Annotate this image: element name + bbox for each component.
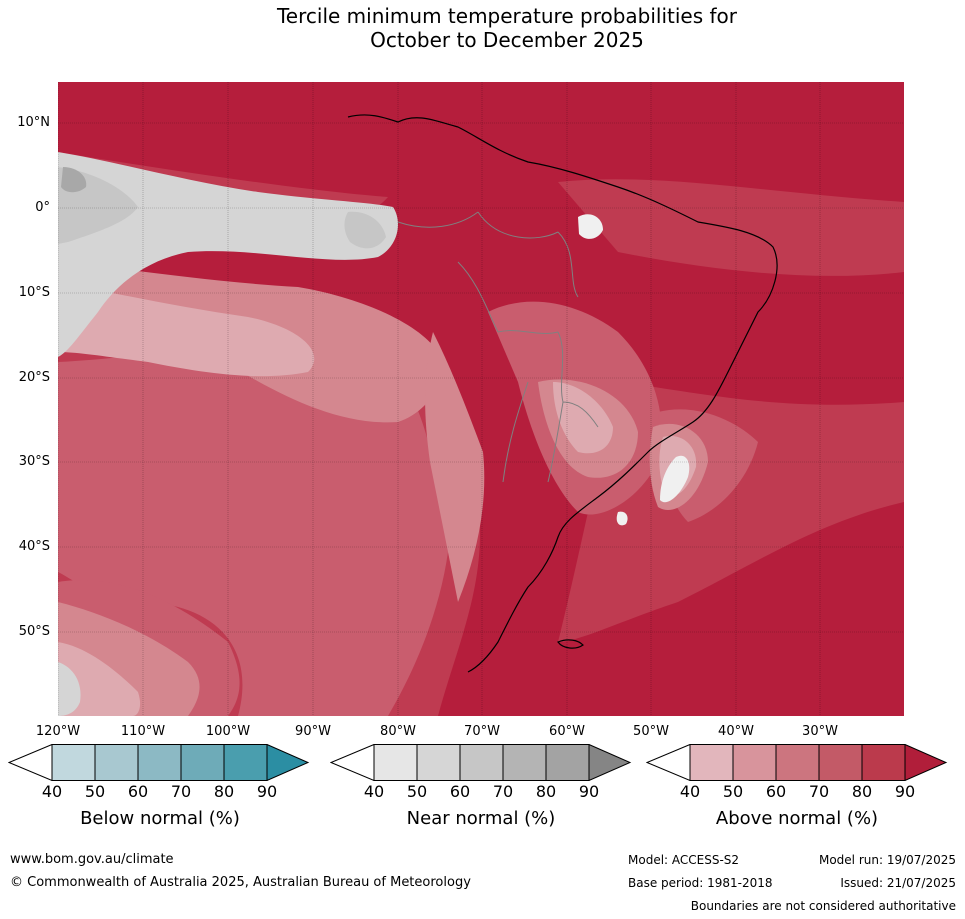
- near-cap-high: [588, 744, 632, 781]
- above-tick-60: 60: [765, 782, 787, 801]
- above-bin-70-80: [818, 744, 863, 781]
- title-line-1: Tercile minimum temperature probabilitie…: [276, 4, 738, 28]
- zone-near-normal-pacific: [58, 152, 398, 357]
- below-bin-60-70: [137, 744, 182, 781]
- above-bin-40-50: [689, 744, 734, 781]
- lat-label-10n: 10°N: [17, 115, 50, 130]
- zone-above-70-south-pacific: [58, 347, 448, 716]
- below-tick-80: 80: [213, 782, 235, 801]
- lon-label-90w: 90°W: [295, 724, 331, 739]
- title-line-2: October to December 2025: [370, 28, 644, 52]
- zone-above-60-andes: [425, 332, 485, 602]
- lon-label-110w: 110°W: [120, 724, 166, 739]
- near-bin-50-60: [416, 744, 461, 781]
- probability-map: [58, 82, 904, 716]
- lon-label-40w: 40°W: [718, 724, 754, 739]
- above-tick-80: 80: [851, 782, 873, 801]
- colorbar-above-normal: [646, 744, 948, 781]
- lon-label-60w: 60°W: [549, 724, 585, 739]
- below-cap-high: [266, 744, 310, 781]
- near-tick-50: 50: [406, 782, 428, 801]
- above-cap-high: [904, 744, 948, 781]
- south-america-coastline: [347, 114, 778, 673]
- below-tick-90: 90: [256, 782, 278, 801]
- above-tick-40: 40: [679, 782, 701, 801]
- map-title: Tercile minimum temperature probabilitie…: [0, 4, 965, 52]
- below-tick-50: 50: [84, 782, 106, 801]
- lon-label-30w: 30°W: [802, 724, 838, 739]
- lat-label-50s: 50°S: [18, 624, 50, 639]
- model-run: Model run: 19/07/2025: [818, 853, 956, 867]
- near-bin-40-50: [373, 744, 418, 781]
- lat-label-30s: 30°S: [18, 454, 50, 469]
- lon-label-70w: 70°W: [464, 724, 500, 739]
- near-tick-90: 90: [578, 782, 600, 801]
- below-tick-60: 60: [127, 782, 149, 801]
- zone-above-80-equatorial-atlantic: [558, 179, 904, 276]
- below-cap-low: [8, 744, 53, 781]
- country-borders: [397, 211, 599, 483]
- falkland-islands: [557, 639, 584, 649]
- near-bin-80-90: [545, 744, 590, 781]
- above-normal-title: Above normal (%): [715, 808, 879, 829]
- colorbar-below-normal: [8, 744, 310, 781]
- above-tick-50: 50: [722, 782, 744, 801]
- lon-label-120w: 120°W: [35, 724, 81, 739]
- lon-label-50w: 50°W: [633, 724, 669, 739]
- below-tick-70: 70: [170, 782, 192, 801]
- colorbar-near-normal: [330, 744, 632, 781]
- near-tick-40: 40: [363, 782, 385, 801]
- near-tick-60: 60: [449, 782, 471, 801]
- lat-label-20s: 20°S: [18, 370, 50, 385]
- near-bin-60-70: [459, 744, 504, 781]
- zone-above-50-pacific: [58, 282, 315, 377]
- lat-label-40s: 40°S: [18, 539, 50, 554]
- lat-label-10s: 10°S: [18, 285, 50, 300]
- zone-white-uruguay: [616, 511, 628, 526]
- near-tick-70: 70: [492, 782, 514, 801]
- zone-near-70-patch: [61, 167, 87, 193]
- graticule: [58, 82, 904, 716]
- above-cap-low: [646, 744, 691, 781]
- above-bin-60-70: [775, 744, 820, 781]
- below-normal-title: Below normal (%): [80, 808, 240, 829]
- lat-label-0: 0°: [35, 200, 50, 215]
- model-name: Model: ACCESS-S2: [628, 853, 740, 867]
- below-bin-50-60: [94, 744, 139, 781]
- above-tick-70: 70: [808, 782, 830, 801]
- zone-white-brazil-coast: [660, 455, 690, 503]
- near-normal-title: Near normal (%): [406, 808, 556, 829]
- lon-label-100w: 100°W: [205, 724, 251, 739]
- below-bin-70-80: [180, 744, 225, 781]
- above-bin-80-90: [861, 744, 906, 781]
- zone-above-50-paraguay: [553, 382, 613, 454]
- near-cap-low: [330, 744, 375, 781]
- base-period: Base period: 1981-2018: [628, 876, 773, 890]
- copyright: © Commonwealth of Australia 2025, Austra…: [10, 875, 471, 890]
- below-bin-80-90: [223, 744, 268, 781]
- zone-near-60-coast: [344, 211, 386, 249]
- boundaries-disclaimer: Boundaries are not considered authoritat…: [690, 899, 956, 913]
- near-tick-80: 80: [535, 782, 557, 801]
- issued-date: Issued: 21/07/2025: [840, 876, 956, 890]
- near-bin-70-80: [502, 744, 547, 781]
- below-tick-40: 40: [41, 782, 63, 801]
- below-bin-40-50: [51, 744, 96, 781]
- zone-white-amazon-mouth: [578, 214, 603, 239]
- above-tick-90: 90: [894, 782, 916, 801]
- lon-label-80w: 80°W: [380, 724, 416, 739]
- zone-near-normal-southwest: [58, 662, 81, 716]
- website-link[interactable]: www.bom.gov.au/climate: [10, 852, 174, 867]
- above-bin-50-60: [732, 744, 777, 781]
